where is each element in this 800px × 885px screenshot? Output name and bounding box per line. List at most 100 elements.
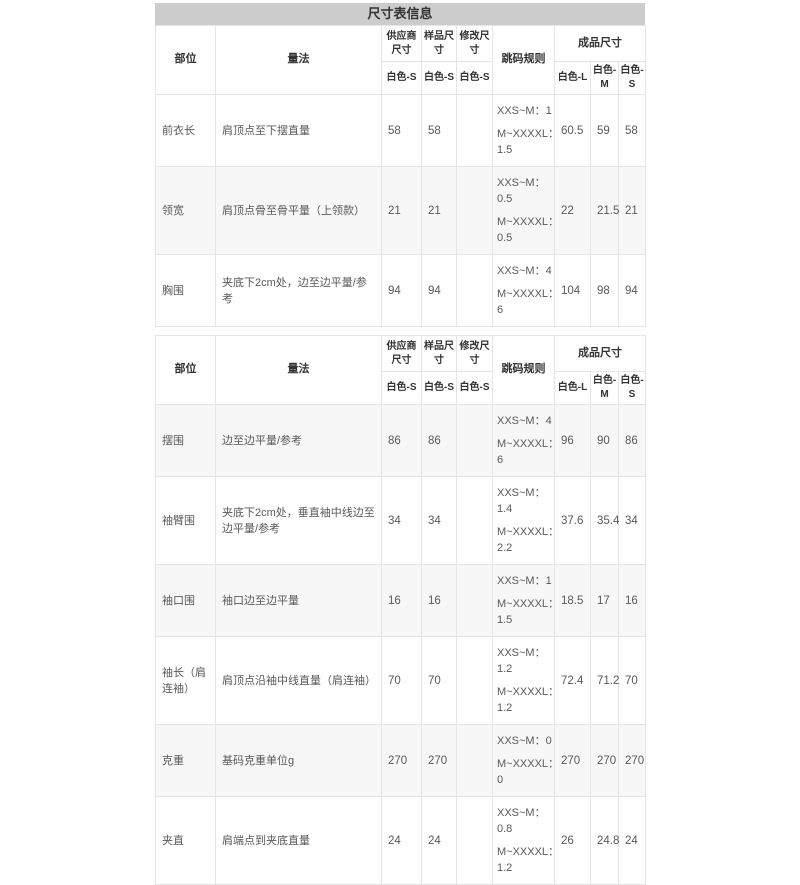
finished-size-m-cell: 98	[590, 254, 619, 327]
sample-size-cell: 270	[421, 724, 457, 797]
grading-rule-text: M~XXXXL： 1.5	[497, 598, 560, 626]
supplier-size-cell: 34	[381, 476, 422, 565]
modify-size-cell	[456, 166, 493, 255]
grading-rule-text: M~XXXXL： 1.2	[497, 846, 560, 874]
finished-size-l-cell: 37.6	[554, 476, 591, 565]
grading-rule-cell: XXS~M：1 M~XXXXL： 1.5	[492, 94, 559, 167]
modify-size-cell	[456, 476, 493, 565]
col-header-sample-size: 样品尺寸	[421, 25, 457, 62]
sample-size-cell: 94	[421, 254, 457, 327]
sample-size-cell: 70	[421, 636, 457, 725]
finished-size-s-cell: 270	[617, 724, 647, 797]
grading-rule-text: XXS~M： 0.5	[497, 177, 546, 205]
supplier-size-cell: 270	[381, 724, 422, 797]
col-header-part: 部位	[155, 335, 216, 405]
grading-rule-cell: XXS~M： 1.2 M~XXXXL： 1.2	[492, 636, 559, 725]
supplier-size-cell: 86	[381, 404, 422, 477]
grading-rule-cell: XXS~M： 0.5 M~XXXXL： 0.5	[492, 166, 560, 255]
size-chart-title: 尺寸表信息	[155, 3, 645, 25]
finished-size-s-cell: 86	[617, 404, 647, 477]
subcol-supplier-white-s: 白色-S	[381, 61, 422, 95]
sample-size-cell: 86	[421, 404, 457, 477]
part-cell: 袖口围	[155, 564, 216, 637]
subcol-finished-white-s: 白色-S	[617, 61, 647, 95]
col-header-method: 量法	[215, 25, 382, 95]
finished-size-l-cell: 96	[554, 404, 591, 477]
grading-rule-text: XXS~M： 1.4	[497, 487, 546, 515]
finished-size-s-cell: 16	[617, 564, 647, 637]
table-row: 夹直 肩端点到夹底直量 24 24 XXS~M： 0.8 M~XXXXL： 1.2 26 24.8…	[155, 796, 647, 885]
grading-rule-text: XXS~M： 0.8	[497, 807, 546, 835]
col-header-modify-size: 修改尺寸	[456, 335, 493, 372]
supplier-size-cell: 58	[381, 94, 422, 167]
finished-size-m-cell: 270	[590, 724, 619, 797]
supplier-size-cell: 24	[381, 796, 422, 885]
modify-size-cell	[456, 724, 493, 797]
part-cell: 克重	[155, 724, 216, 797]
modify-size-cell	[456, 636, 493, 725]
grading-rule-cell: XXS~M：1 M~XXXXL： 1.5	[492, 564, 560, 637]
grading-rule-text: M~XXXXL： 2.2	[497, 526, 560, 554]
col-header-sample-size: 样品尺寸	[421, 335, 457, 372]
finished-size-l-cell: 270	[554, 724, 591, 797]
table-gap	[155, 327, 645, 335]
subcol-modify-white-s: 白色-S	[456, 61, 493, 95]
col-header-finished-size: 成品尺寸	[553, 25, 647, 62]
modify-size-cell	[456, 564, 493, 637]
col-header-supplier-size: 供应商尺寸	[381, 335, 422, 372]
finished-size-m-cell: 17	[590, 564, 619, 637]
table-row: 胸围 夹底下2cm处，边至边平量/参考 94 94 XXS~M：4 M~XXXXL： 6 10…	[155, 254, 647, 327]
grading-rule-text: XXS~M：4	[497, 415, 552, 427]
subcol-sample-white-s: 白色-S	[421, 371, 457, 405]
grading-rule-text: XXS~M：1	[497, 575, 552, 587]
supplier-size-cell: 94	[381, 254, 422, 327]
modify-size-cell	[456, 404, 493, 477]
method-cell: 肩端点到夹底直量	[215, 796, 382, 885]
finished-size-m-cell: 35.4	[590, 476, 619, 565]
grading-rule-cell: XXS~M：4 M~XXXXL： 6	[492, 404, 560, 477]
part-cell: 袖长（肩连袖）	[155, 636, 216, 725]
finished-size-s-cell: 70	[617, 636, 647, 725]
finished-size-l-cell: 18.5	[554, 564, 591, 637]
finished-size-l-cell: 22	[554, 166, 591, 255]
method-cell: 肩顶点沿袖中线直量（肩连袖）	[215, 636, 382, 725]
grading-rule-text: M~XXXXL： 6	[497, 288, 560, 316]
col-header-modify-size: 修改尺寸	[456, 25, 493, 62]
supplier-size-cell: 16	[381, 564, 422, 637]
method-cell: 夹底下2cm处，边至边平量/参考	[215, 254, 382, 327]
finished-size-s-cell: 34	[617, 476, 647, 565]
part-cell: 领宽	[155, 166, 216, 255]
sample-size-cell: 24	[421, 796, 457, 885]
subcol-finished-white-s: 白色-S	[617, 371, 647, 405]
modify-size-cell	[456, 254, 493, 327]
size-table-bottom: 部位 量法 供应商尺寸 样品尺寸 修改尺寸 跳码规则 成品尺寸 白色-S 白色-…	[155, 335, 647, 885]
finished-size-m-cell: 71.2	[590, 636, 619, 725]
size-table-top: 部位 量法 供应商尺寸 样品尺寸 修改尺寸 跳码规则 成品尺寸 白色-S 白色-…	[155, 25, 647, 327]
grading-rule-text: XXS~M：0	[497, 735, 552, 747]
method-cell: 肩顶点至下摆直量	[215, 94, 382, 167]
grading-rule-text: M~XXXXL： 6	[497, 438, 560, 466]
supplier-size-cell: 70	[381, 636, 422, 725]
sample-size-cell: 34	[421, 476, 457, 565]
subcol-modify-white-s: 白色-S	[456, 371, 493, 405]
subcol-finished-white-m: 白色-M	[590, 61, 619, 95]
grading-rule-text: M~XXXXL： 0.5	[497, 216, 560, 244]
finished-size-m-cell: 59	[590, 94, 619, 167]
method-cell: 基码克重单位g	[215, 724, 382, 797]
col-header-grading-rule: 跳码规则	[492, 25, 555, 95]
grading-rule-text: XXS~M：4	[497, 265, 552, 277]
finished-size-l-cell: 104	[554, 254, 591, 327]
table-row: 克重 基码克重单位g 270 270 XXS~M：0 M~XXXXL： 0 270 270 270	[155, 724, 647, 797]
finished-size-s-cell: 24	[617, 796, 647, 885]
subcol-finished-white-l: 白色-L	[554, 371, 591, 405]
grading-rule-cell: XXS~M：0 M~XXXXL： 0	[492, 724, 559, 797]
subcol-finished-white-m: 白色-M	[590, 371, 619, 405]
col-header-supplier-size: 供应商尺寸	[381, 25, 422, 62]
grading-rule-text: XXS~M：1	[497, 105, 552, 117]
table-row: 袖臂围 夹底下2cm处，垂直袖中线边至边平量/参考 34 34 XXS~M： 1.4 M~X…	[155, 476, 647, 565]
finished-size-s-cell: 58	[617, 94, 647, 167]
sample-size-cell: 58	[421, 94, 457, 167]
grading-rule-cell: XXS~M： 1.4 M~XXXXL： 2.2	[492, 476, 560, 565]
grading-rule-cell: XXS~M：4 M~XXXXL： 6	[492, 254, 560, 327]
grading-rule-cell: XXS~M： 0.8 M~XXXXL： 1.2	[492, 796, 560, 885]
